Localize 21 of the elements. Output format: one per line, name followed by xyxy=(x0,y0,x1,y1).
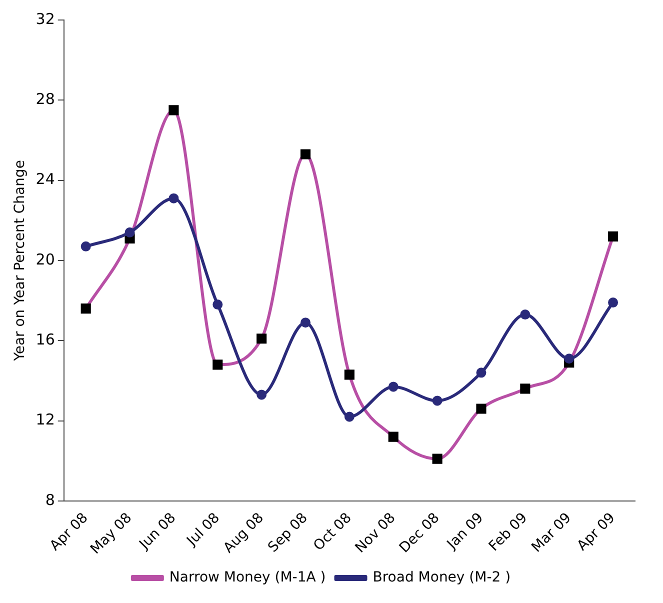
x-tick-label: Sep 08 xyxy=(265,510,311,556)
legend-label: Narrow Money (M-1A ) xyxy=(169,570,326,586)
x-tick-label: Nov 08 xyxy=(352,510,399,556)
x-tick-label: Oct 08 xyxy=(310,510,355,554)
y-tick-label: 28 xyxy=(36,90,55,108)
y-tick-label: 16 xyxy=(36,330,55,348)
x-tick-label: Apr 08 xyxy=(47,510,92,554)
x-tick-label: Feb 09 xyxy=(486,510,531,555)
y-axis-title: Year on Year Percent Change xyxy=(12,160,28,362)
x-tick-label: Mar 09 xyxy=(528,510,575,556)
legend-label: Broad Money (M-2 ) xyxy=(372,570,511,586)
y-tick-label: 12 xyxy=(36,410,55,429)
y-tick-label: 32 xyxy=(36,10,55,28)
x-tick-label: Jan 09 xyxy=(444,510,487,553)
y-tick-label: 24 xyxy=(36,170,55,188)
x-tick-label: Apr 09 xyxy=(574,510,618,554)
y-tick-label: 8 xyxy=(45,490,55,509)
x-tick-label: Dec 08 xyxy=(396,510,443,556)
y-tick-label: 20 xyxy=(36,250,55,268)
x-tick-label: Jul 08 xyxy=(183,510,224,550)
x-tick-label: Jun 08 xyxy=(136,510,180,554)
